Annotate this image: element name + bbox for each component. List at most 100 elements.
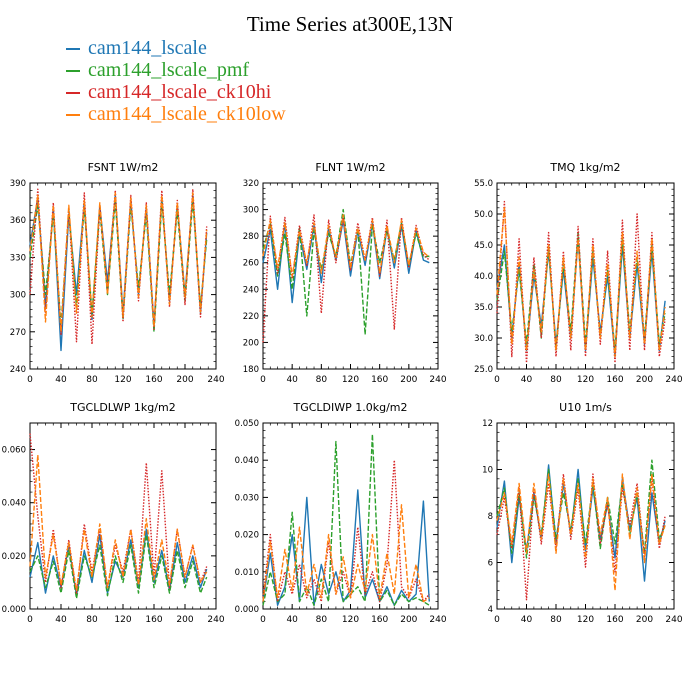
y-tick-label: 12 [482,419,493,429]
x-tick-label: 80 [550,375,562,385]
series-line [262,208,430,336]
legend-swatch [66,92,80,95]
legend-item: cam144_lscale_pmf [66,59,286,81]
panel-title: TGCLDIWP 1.0kg/m2 [292,401,407,414]
panel-title: TMQ 1kg/m2 [549,161,620,174]
x-tick-label: 40 [521,375,533,385]
y-tick-label: 50.0 [474,210,493,220]
series-line [29,194,208,352]
y-tick-label: 180 [243,365,259,375]
y-tick-label: 270 [10,328,26,338]
x-tick-label: 200 [636,375,653,385]
x-tick-label: 160 [371,615,388,625]
y-tick-label: 4 [488,605,493,615]
legend-label: cam144_lscale [88,37,207,59]
x-tick-label: 40 [55,375,67,385]
legend-item: cam144_lscale [66,37,286,59]
plot-frame [29,182,217,370]
series-line [29,454,208,592]
x-tick-label: 40 [286,375,298,385]
chart-panel: TMQ 1kg/m2 0 40 80 120 160 200 240 25.0 30.0 35.0 4… [474,161,683,385]
x-tick-label: 240 [429,615,446,625]
legend-swatch [66,114,80,117]
series-line [496,207,666,358]
x-tick-label: 80 [316,375,328,385]
panel-title: FLNT 1W/m2 [315,161,385,174]
y-tick-label: 0.000 [2,605,26,615]
legend-swatch [66,70,80,73]
x-tick-label: 200 [636,615,653,625]
x-tick-label: 40 [55,615,67,625]
series-line [262,459,430,603]
x-tick-label: 120 [342,615,359,625]
legend-label: cam144_lscale_ck10hi [88,81,272,103]
series-line [262,214,430,277]
x-tick-label: 0 [260,375,266,385]
x-tick-label: 40 [521,615,533,625]
series-line [496,473,666,592]
y-tick-label: 330 [10,253,26,263]
y-tick-label: 10 [482,466,493,476]
y-tick-label: 35.0 [474,303,493,313]
legend-swatch [66,48,80,51]
x-tick-label: 0 [27,375,33,385]
y-tick-label: 200 [243,338,259,348]
y-tick-label: 25.0 [474,365,493,375]
x-tick-label: 200 [400,615,417,625]
y-tick-label: 390 [10,179,26,189]
x-tick-label: 80 [316,615,328,625]
x-tick-label: 240 [207,375,224,385]
legend-item: cam144_lscale_ck10low [66,103,286,125]
x-tick-label: 40 [286,615,298,625]
y-tick-label: 320 [243,179,259,189]
y-tick-label: 0.030 [235,493,259,503]
x-tick-label: 80 [550,615,562,625]
chart-panel: TGCLDLWP 1kg/m2 0 40 80 120 160 200 240 0.000 0.0… [2,401,225,625]
x-tick-label: 240 [665,375,682,385]
y-tick-label: 0.060 [2,446,26,456]
panel-title: U10 1m/s [559,401,612,414]
x-tick-label: 0 [27,615,33,625]
y-tick-label: 360 [10,216,26,226]
y-tick-label: 0.010 [235,568,259,578]
x-tick-label: 160 [606,615,623,625]
series-line [29,533,208,600]
x-tick-label: 240 [207,615,224,625]
panel-title: FSNT 1W/m2 [88,161,159,174]
panel-title: TGCLDLWP 1kg/m2 [69,401,175,414]
x-tick-label: 120 [114,615,131,625]
x-tick-label: 0 [494,375,500,385]
x-tick-label: 120 [577,375,594,385]
y-tick-label: 40.0 [474,272,493,282]
legend: cam144_lscale cam144_lscale_pmf cam144_l… [66,37,286,125]
legend-item: cam144_lscale_ck10hi [66,81,286,103]
y-tick-label: 0.020 [235,531,259,541]
chart-panel: U10 1m/s 0 40 80 120 160 200 240 4 6 8 10 12 [482,401,683,625]
y-tick-label: 0.000 [235,605,259,615]
series-line [496,459,666,559]
x-tick-label: 120 [577,615,594,625]
x-tick-label: 160 [145,375,162,385]
legend-label: cam144_lscale_pmf [88,59,250,81]
x-tick-label: 240 [665,615,682,625]
chart-panel: FSNT 1W/m2 0 40 80 120 160 200 240 240 270 300 330 3… [10,161,225,385]
x-tick-label: 0 [494,615,500,625]
x-tick-label: 120 [114,375,131,385]
y-tick-label: 6 [488,559,493,569]
x-tick-label: 80 [86,375,98,385]
y-tick-label: 220 [243,312,259,322]
x-tick-label: 240 [429,375,446,385]
y-tick-label: 30.0 [474,334,493,344]
x-tick-label: 160 [145,615,162,625]
y-tick-label: 0.040 [2,499,26,509]
y-tick-label: 55.0 [474,179,493,189]
series-line [29,433,208,594]
series-line [262,489,430,606]
y-tick-label: 0.040 [235,456,259,466]
x-tick-label: 200 [176,375,193,385]
x-tick-label: 80 [86,615,98,625]
series-line [262,433,430,606]
series-line [262,219,430,304]
series-line [262,504,430,603]
